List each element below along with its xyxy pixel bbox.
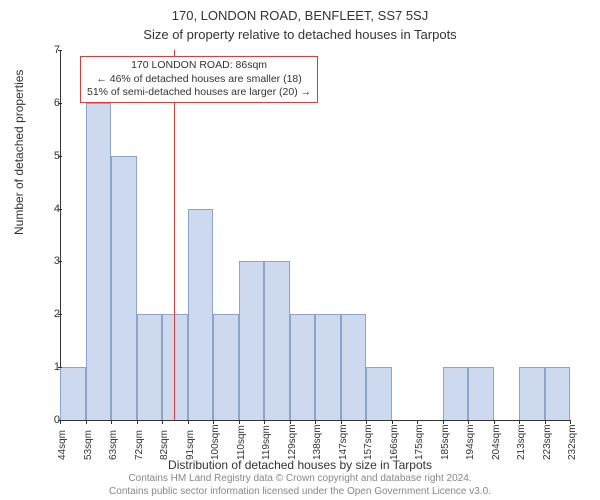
- histogram-bar: [86, 103, 112, 420]
- x-tick-mark: [86, 420, 87, 424]
- x-tick-label: 91sqm: [185, 430, 196, 460]
- x-tick-label: 166sqm: [389, 424, 400, 460]
- x-tick-label: 213sqm: [516, 424, 527, 460]
- y-tick-mark: [58, 209, 62, 210]
- x-tick-mark: [341, 420, 342, 424]
- x-tick-label: 44sqm: [57, 430, 68, 460]
- histogram-bar: [264, 261, 290, 420]
- y-axis-label: Number of detached properties: [12, 70, 26, 235]
- y-tick-mark: [58, 50, 62, 51]
- x-tick-mark: [213, 420, 214, 424]
- x-tick-label: 110sqm: [236, 425, 247, 460]
- x-tick-mark: [519, 420, 520, 424]
- histogram-bar: [545, 367, 571, 420]
- x-tick-mark: [366, 420, 367, 424]
- x-tick-mark: [315, 420, 316, 424]
- y-tick-mark: [58, 367, 62, 368]
- footer-attribution: Contains HM Land Registry data © Crown c…: [0, 472, 600, 498]
- histogram-bar: [213, 314, 239, 420]
- histogram-bar: [111, 156, 137, 420]
- x-tick-label: 185sqm: [440, 424, 451, 460]
- x-tick-mark: [545, 420, 546, 424]
- y-tick-mark: [58, 314, 62, 315]
- x-tick-mark: [239, 420, 240, 424]
- x-tick-mark: [443, 420, 444, 424]
- x-tick-label: 53sqm: [83, 430, 94, 460]
- x-tick-mark: [162, 420, 163, 424]
- histogram-bar: [315, 314, 341, 420]
- histogram-bar: [519, 367, 545, 420]
- x-axis-label: Distribution of detached houses by size …: [0, 458, 600, 472]
- footer-line2: Contains public sector information licen…: [0, 485, 600, 498]
- histogram-bar: [468, 367, 494, 420]
- histogram-bar: [60, 367, 86, 420]
- x-tick-label: 100sqm: [210, 424, 221, 460]
- x-tick-mark: [392, 420, 393, 424]
- x-tick-mark: [468, 420, 469, 424]
- chart-title-main: 170, LONDON ROAD, BENFLEET, SS7 5SJ: [0, 0, 600, 23]
- histogram-bar: [443, 367, 469, 420]
- annotation-line: 170 LONDON ROAD: 86sqm: [87, 59, 311, 73]
- x-tick-label: 232sqm: [567, 424, 578, 460]
- chart-title-sub: Size of property relative to detached ho…: [0, 23, 600, 42]
- x-tick-label: 175sqm: [414, 424, 425, 460]
- x-tick-label: 72sqm: [134, 430, 145, 460]
- chart-container: 170, LONDON ROAD, BENFLEET, SS7 5SJ Size…: [0, 0, 600, 500]
- annotation-line: ← 46% of detached houses are smaller (18…: [87, 73, 311, 87]
- histogram-bar: [239, 261, 265, 420]
- x-tick-label: 147sqm: [338, 424, 349, 460]
- x-tick-mark: [494, 420, 495, 424]
- histogram-bar: [137, 314, 163, 420]
- x-tick-label: 119sqm: [261, 425, 272, 460]
- x-tick-mark: [417, 420, 418, 424]
- y-axis: 01234567: [45, 50, 60, 420]
- x-tick-label: 82sqm: [159, 430, 170, 460]
- x-tick-label: 194sqm: [465, 424, 476, 460]
- x-tick-mark: [137, 420, 138, 424]
- x-tick-label: 157sqm: [363, 424, 374, 460]
- x-tick-mark: [290, 420, 291, 424]
- histogram-bar: [366, 367, 392, 420]
- reference-line: [174, 50, 175, 420]
- x-tick-mark: [264, 420, 265, 424]
- histogram-bar: [188, 209, 214, 420]
- x-tick-label: 223sqm: [542, 424, 553, 460]
- x-tick-label: 129sqm: [287, 424, 298, 460]
- footer-line1: Contains HM Land Registry data © Crown c…: [0, 472, 600, 485]
- x-tick-label: 63sqm: [108, 430, 119, 460]
- x-tick-mark: [188, 420, 189, 424]
- y-tick-mark: [58, 261, 62, 262]
- y-tick-mark: [58, 156, 62, 157]
- histogram-bar: [290, 314, 316, 420]
- histogram-bar: [341, 314, 367, 420]
- x-tick-label: 138sqm: [312, 424, 323, 460]
- plot-area: 44sqm53sqm63sqm72sqm82sqm91sqm100sqm110s…: [60, 50, 570, 420]
- x-tick-mark: [111, 420, 112, 424]
- y-tick-mark: [58, 420, 62, 421]
- x-tick-label: 204sqm: [491, 424, 502, 460]
- annotation-box: 170 LONDON ROAD: 86sqm← 46% of detached …: [80, 56, 318, 103]
- annotation-line: 51% of semi-detached houses are larger (…: [87, 86, 311, 100]
- y-tick-mark: [58, 103, 62, 104]
- x-tick-mark: [570, 420, 571, 424]
